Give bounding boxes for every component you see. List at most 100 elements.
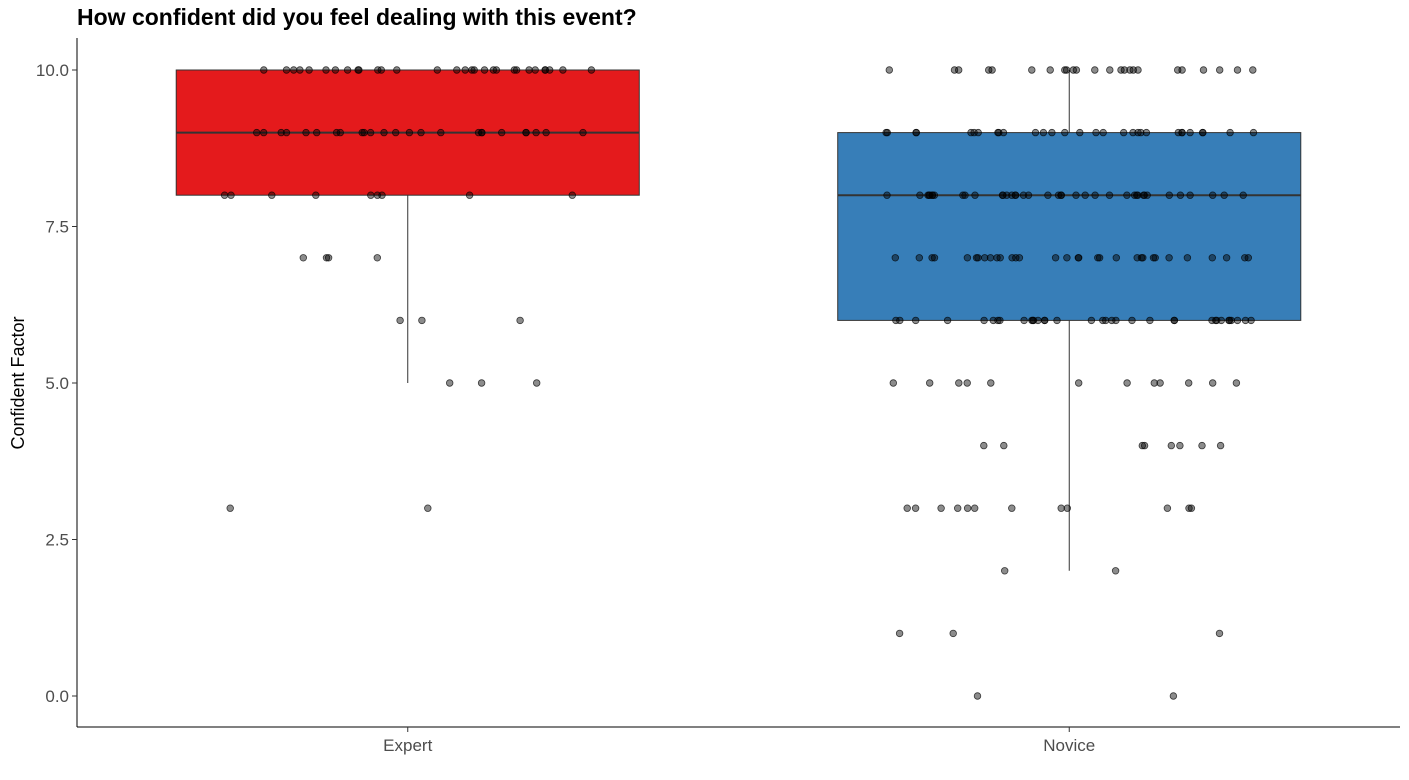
data-point — [1061, 66, 1069, 74]
data-point — [959, 191, 967, 199]
data-point — [926, 379, 934, 387]
data-point — [373, 254, 381, 262]
data-point — [1149, 254, 1158, 262]
data-point — [1174, 128, 1182, 137]
data-point — [1227, 316, 1235, 325]
data-point — [892, 316, 900, 325]
data-point — [1184, 379, 1193, 387]
data-point — [393, 66, 401, 74]
data-point — [378, 191, 386, 199]
y-axis-title: Confident Factor — [8, 316, 28, 449]
data-point — [1034, 316, 1042, 325]
data-point — [268, 191, 276, 199]
data-point — [1074, 254, 1083, 262]
data-point — [1216, 441, 1225, 450]
data-point — [1061, 128, 1069, 137]
box-novice — [837, 70, 1302, 571]
data-point — [1178, 128, 1186, 137]
data-point — [1232, 379, 1241, 387]
data-point — [1128, 316, 1136, 325]
data-point — [312, 191, 320, 199]
data-point — [260, 66, 268, 74]
data-point — [1134, 128, 1142, 137]
data-point — [417, 128, 425, 137]
data-point — [1024, 191, 1033, 199]
data-point — [1183, 254, 1192, 262]
data-point — [1211, 316, 1220, 325]
data-point — [366, 128, 375, 137]
data-point — [533, 379, 541, 387]
data-point — [1140, 441, 1149, 450]
data-point — [282, 128, 291, 137]
data-point — [1249, 128, 1258, 137]
data-point — [1106, 66, 1114, 74]
data-point — [1046, 66, 1054, 74]
data-point — [1028, 316, 1036, 325]
data-point — [1222, 254, 1231, 262]
data-point — [955, 379, 963, 387]
data-point — [882, 128, 890, 137]
data-point — [943, 316, 952, 325]
data-point — [1133, 254, 1141, 262]
data-point — [418, 316, 426, 325]
y-tick-label: 2.5 — [45, 531, 69, 550]
data-point — [974, 128, 982, 137]
data-point — [461, 66, 469, 74]
data-point — [1031, 128, 1040, 137]
data-point — [912, 316, 920, 325]
data-point — [1142, 128, 1151, 137]
data-point — [1208, 379, 1217, 387]
data-point — [1092, 128, 1100, 137]
data-point — [360, 128, 368, 137]
data-point — [1053, 316, 1061, 325]
data-point — [512, 66, 521, 74]
data-point — [392, 128, 400, 137]
data-point — [1165, 254, 1173, 262]
data-point — [358, 128, 366, 137]
data-point — [1003, 191, 1011, 199]
data-point — [1241, 316, 1250, 325]
data-point — [332, 128, 341, 137]
data-point — [489, 66, 498, 74]
data-point — [324, 254, 333, 262]
data-point — [1186, 128, 1194, 137]
data-point — [912, 128, 921, 137]
data-point — [322, 66, 330, 74]
data-point — [985, 66, 993, 74]
data-point — [967, 128, 975, 137]
data-point — [1167, 441, 1175, 450]
data-point — [380, 128, 388, 137]
data-point — [980, 441, 988, 450]
data-point — [1076, 128, 1084, 137]
data-point — [1000, 441, 1008, 450]
data-point — [1112, 316, 1120, 325]
data-point — [885, 66, 893, 74]
data-point — [930, 254, 939, 262]
data-point — [1233, 316, 1242, 325]
data-point — [1015, 254, 1024, 262]
data-point — [277, 128, 285, 137]
data-point — [1123, 191, 1131, 199]
data-point — [559, 66, 567, 74]
data-point — [971, 191, 979, 199]
data-point — [437, 128, 445, 137]
data-point — [1140, 191, 1148, 199]
data-point — [980, 316, 988, 325]
data-point — [1220, 191, 1228, 199]
data-point — [1105, 191, 1114, 199]
data-point — [1008, 254, 1016, 262]
data-point — [477, 379, 486, 387]
data-point — [963, 504, 972, 512]
data-point — [1039, 128, 1048, 137]
data-point — [954, 504, 962, 512]
data-point — [470, 66, 478, 74]
data-point — [961, 191, 969, 199]
data-point — [296, 66, 304, 74]
data-point — [531, 66, 539, 74]
data-point — [1208, 254, 1216, 262]
data-point — [498, 128, 506, 137]
data-point — [1199, 66, 1208, 74]
data-point — [981, 254, 989, 262]
data-point — [1072, 191, 1080, 199]
x-tick-label: Novice — [1043, 736, 1095, 755]
